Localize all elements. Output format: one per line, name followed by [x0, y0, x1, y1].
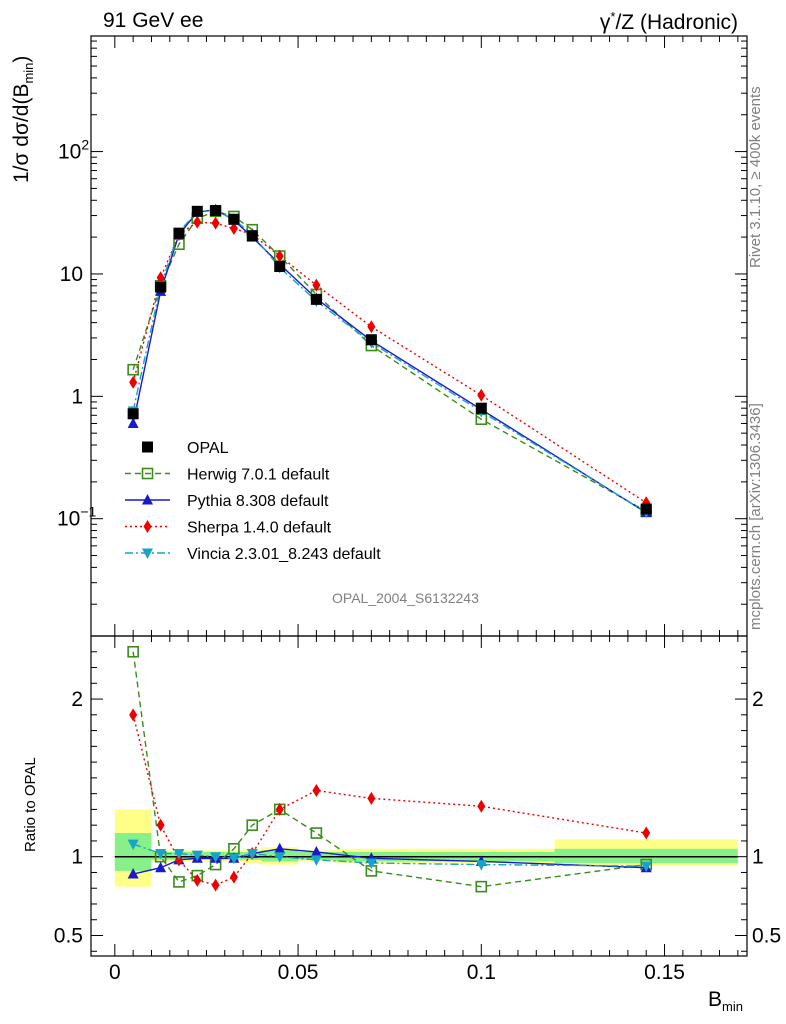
main-point-data-3 — [191, 205, 203, 217]
ratio-band-inner-11 — [554, 848, 738, 863]
ratio-y-tick-label-left-2: 2 — [71, 688, 83, 711]
legend-marker-data — [142, 441, 153, 453]
legend-label-pythia: Pythia 8.308 default — [187, 493, 329, 510]
ratio-point-pythia-1 — [155, 861, 167, 873]
main-point-data-1 — [155, 281, 167, 293]
ratio-point-sherpa-7 — [275, 802, 284, 816]
ratio-point-sherpa-9 — [367, 791, 376, 805]
main-line-vincia — [132, 209, 647, 513]
main-point-data-11 — [640, 503, 652, 515]
ratio-point-vincia-7 — [274, 852, 286, 863]
ratio-y-tick-label-left-0.5: 0.5 — [54, 925, 83, 948]
main-line-sherpa — [132, 221, 647, 504]
main-point-sherpa-7 — [275, 249, 284, 263]
ratio-point-vincia-0 — [127, 839, 139, 851]
analysis-id: OPAL_2004_S6132243 — [332, 590, 479, 606]
ratio-point-herwig-0 — [127, 645, 139, 658]
ratio-point-vincia-3 — [191, 850, 203, 862]
ratio-point-sherpa-11 — [642, 826, 651, 840]
y-tick-label-0.1: 10−1 — [57, 504, 97, 531]
ratio-point-vincia-11 — [640, 861, 652, 873]
main-point-data-9 — [365, 334, 377, 346]
x-axis-label-sub: min — [722, 999, 743, 1015]
y-tick-label-100: 102 — [58, 137, 89, 164]
x-tick-label-0.15: 0.15 — [644, 961, 685, 984]
ratio-point-sherpa-10 — [477, 799, 486, 813]
legend-label-sherpa: Sherpa 1.4.0 default — [187, 520, 332, 537]
legend-marker-herwig — [141, 467, 154, 480]
ratio-point-vincia-4 — [210, 852, 222, 863]
legend-marker-sherpa — [143, 520, 152, 533]
main-point-sherpa-8 — [312, 278, 321, 292]
y-tick-label-0.1-exponent: −1 — [80, 504, 96, 520]
header-right-title-rest: /Z (Hadronic) — [615, 11, 738, 34]
y-tick-label-10: 10 — [60, 263, 83, 286]
main-point-data-7 — [274, 261, 286, 273]
ratio-point-herwig-6 — [246, 819, 259, 831]
ratio-point-sherpa-8 — [312, 783, 321, 797]
ratio-plot-frame — [90, 635, 748, 957]
ratio-point-herwig-2 — [173, 876, 185, 888]
ratio-point-pythia-8 — [310, 845, 322, 857]
main-point-sherpa-10 — [477, 388, 486, 402]
main-point-data-8 — [310, 293, 322, 305]
ratio-point-vincia-5 — [228, 853, 240, 865]
ratio-point-vincia-10 — [475, 860, 487, 871]
ratio-y-tick-label-right-2: 2 — [752, 688, 764, 711]
x-axis-label-main: B — [708, 988, 723, 1011]
y-tick-label-1: 1 — [71, 385, 83, 408]
x-tick-label-0.1: 0.1 — [467, 961, 496, 984]
legend-marker-pythia — [142, 494, 153, 505]
y-tick-label-100-exponent: 2 — [81, 137, 89, 153]
main-point-sherpa-9 — [367, 320, 376, 334]
main-point-pythia-0 — [127, 417, 139, 428]
ratio-point-sherpa-4 — [211, 878, 220, 892]
header-right-title: γ*/Z (Hadronic) — [600, 9, 738, 35]
legend-label-data: OPAL — [187, 440, 229, 457]
header-right-title-star: * — [610, 9, 616, 24]
main-point-data-0 — [127, 408, 139, 420]
ratio-y-tick-label-right-1: 1 — [752, 846, 764, 869]
main-point-herwig-0 — [127, 363, 139, 376]
ratio-point-sherpa-1 — [156, 818, 165, 832]
ratio-point-herwig-10 — [475, 880, 488, 893]
main-point-sherpa-4 — [211, 216, 220, 230]
legend-marker-vincia — [142, 548, 153, 559]
x-tick-label-0.05: 0.05 — [278, 961, 319, 984]
ratio-point-sherpa-2 — [174, 853, 183, 867]
header-left-title: 91 GeV ee — [103, 9, 204, 32]
main-point-sherpa-1 — [156, 271, 165, 285]
ratio-point-vincia-1 — [155, 849, 167, 860]
ratio-y-tick-label-left-1: 1 — [71, 846, 83, 869]
main-point-data-10 — [475, 402, 487, 414]
ratio-y-tick-label-right-0.5: 0.5 — [752, 925, 781, 948]
ratio-band-inner-0 — [114, 833, 152, 871]
ratio-point-sherpa-5 — [229, 870, 238, 884]
ratio-point-vincia-8 — [310, 855, 322, 866]
x-tick-label-0: 0 — [109, 961, 121, 984]
main-point-sherpa-5 — [229, 222, 238, 236]
main-point-data-6 — [246, 230, 258, 242]
ratio-point-sherpa-0 — [129, 708, 138, 722]
ratio-point-sherpa-3 — [193, 873, 202, 887]
ratio-point-vincia-6 — [246, 849, 258, 860]
legend-label-vincia: Vincia 2.3.01_8.243 default — [187, 546, 381, 563]
main-point-sherpa-0 — [129, 375, 138, 389]
header-right-title-gamma: γ — [599, 11, 611, 34]
legend-label-herwig: Herwig 7.0.1 default — [187, 467, 330, 484]
main-point-data-4 — [210, 204, 222, 216]
ratio-point-pythia-0 — [127, 868, 139, 879]
main-line-pythia — [132, 208, 647, 514]
ratio-point-herwig-8 — [310, 827, 323, 839]
ratio-point-vincia-2 — [173, 849, 185, 860]
main-point-sherpa-3 — [193, 215, 202, 229]
x-axis-label: Bmin — [708, 988, 743, 1014]
ratio-point-vincia-9 — [365, 858, 377, 869]
ratio-point-pythia-7 — [274, 842, 286, 854]
main-line-herwig — [132, 210, 647, 512]
main-point-data-5 — [228, 213, 240, 225]
main-point-data-2 — [173, 227, 185, 239]
